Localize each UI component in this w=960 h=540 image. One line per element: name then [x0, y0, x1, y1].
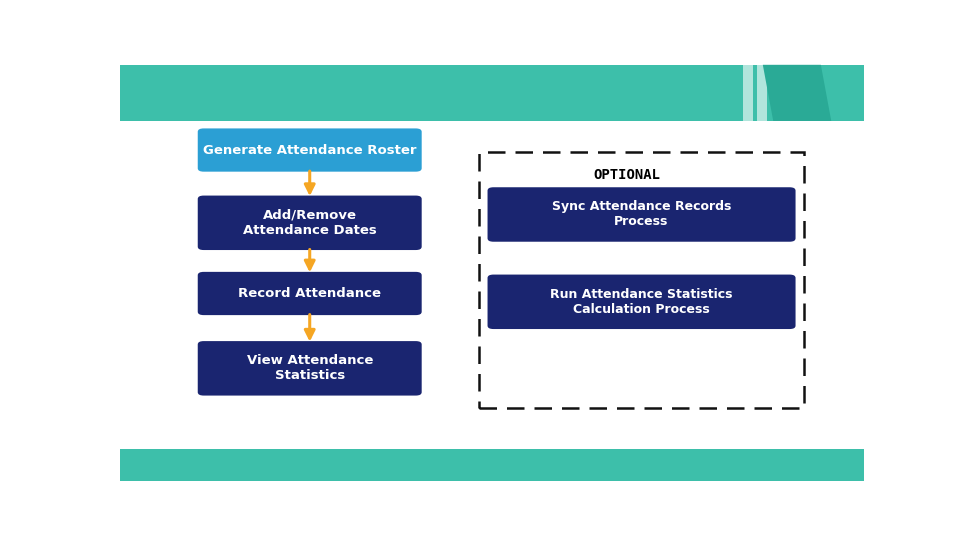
Bar [120, 65, 864, 121]
Bar [120, 449, 864, 481]
FancyBboxPatch shape [198, 341, 421, 396]
FancyBboxPatch shape [198, 129, 421, 172]
Text: Generate Attendance Roster: Generate Attendance Roster [203, 144, 417, 157]
Text: Record Attendance: Record Attendance [238, 287, 381, 300]
Text: Flow Chart: Flow Chart [134, 79, 303, 107]
Text: Run Attendance Statistics
Calculation Process: Run Attendance Statistics Calculation Pr… [550, 288, 732, 316]
Text: View Attendance
Statistics: View Attendance Statistics [247, 354, 372, 382]
Text: Add/Remove
Attendance Dates: Add/Remove Attendance Dates [243, 209, 376, 237]
Bar [756, 65, 766, 121]
FancyBboxPatch shape [488, 274, 796, 329]
Text: OPTIONAL: OPTIONAL [593, 168, 660, 182]
Bar [743, 65, 754, 121]
FancyBboxPatch shape [198, 272, 421, 315]
Text: Sync Attendance Records
Process: Sync Attendance Records Process [552, 200, 732, 228]
Bar [479, 152, 804, 408]
Polygon shape [763, 65, 831, 121]
FancyBboxPatch shape [198, 195, 421, 250]
FancyBboxPatch shape [488, 187, 796, 242]
Text: Confidential and Proprietary, Ministry of Education, Negara Brunei Darussalam: Confidential and Proprietary, Ministry o… [136, 458, 600, 471]
